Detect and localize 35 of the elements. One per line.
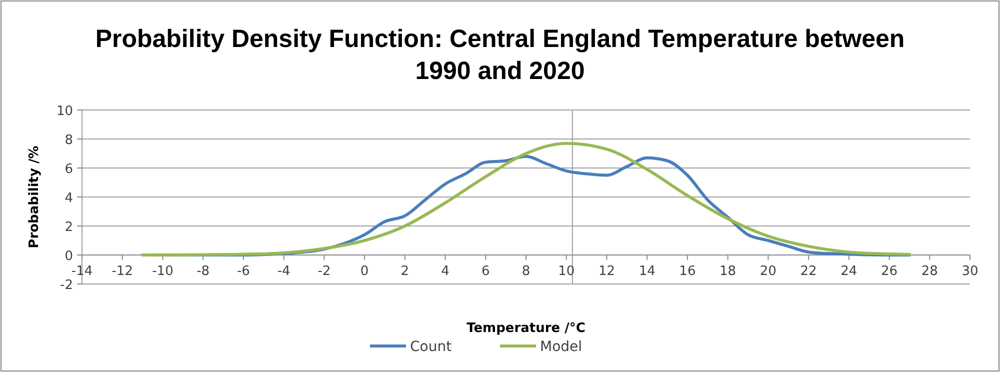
legend-label: Model [540,339,582,355]
y-tick-label: 10 [56,104,73,119]
y-tick-label: 0 [64,249,73,264]
x-tick-label: 20 [760,264,776,279]
x-tick-label: 0 [360,264,369,279]
x-tick-label: -12 [112,264,133,279]
x-tick-label: 8 [522,264,530,279]
x-tick-label: 28 [921,264,938,279]
x-tick-label: 24 [840,264,858,279]
chart-title: Probability Density Function: Central England Temperature between 1990 and 2020 [95,25,905,85]
legend-label: Count [410,339,452,355]
y-axis-title: Probability /% [27,146,42,248]
x-tick-label: 22 [800,264,817,279]
x-tick-label: 12 [598,264,615,279]
y-tick-label: -2 [60,278,73,293]
x-tick-label: 14 [638,264,656,279]
x-tick-label: -6 [236,264,250,279]
x-tick-label: -14 [71,264,93,279]
x-tick-label: -8 [196,264,210,279]
y-tick-label: 2 [64,220,73,235]
y-tick-label: 4 [64,191,73,206]
x-tick-label: -4 [277,264,290,279]
x-axis-title: Temperature /°C [466,321,586,336]
x-tick-label: 26 [881,264,898,279]
x-tick-label: 18 [720,264,736,279]
y-tick-label: 6 [64,162,73,177]
x-tick-label: 2 [400,264,410,279]
x-tick-label: 4 [441,264,450,279]
x-tick-label: -10 [152,264,174,279]
x-tick-label: 30 [962,264,978,279]
x-tick-label: -2 [318,264,331,279]
x-tick-label: 16 [679,264,696,279]
x-tick-label: 10 [558,264,575,279]
y-tick-label: 8 [64,133,73,148]
x-tick-label: 6 [481,264,490,279]
